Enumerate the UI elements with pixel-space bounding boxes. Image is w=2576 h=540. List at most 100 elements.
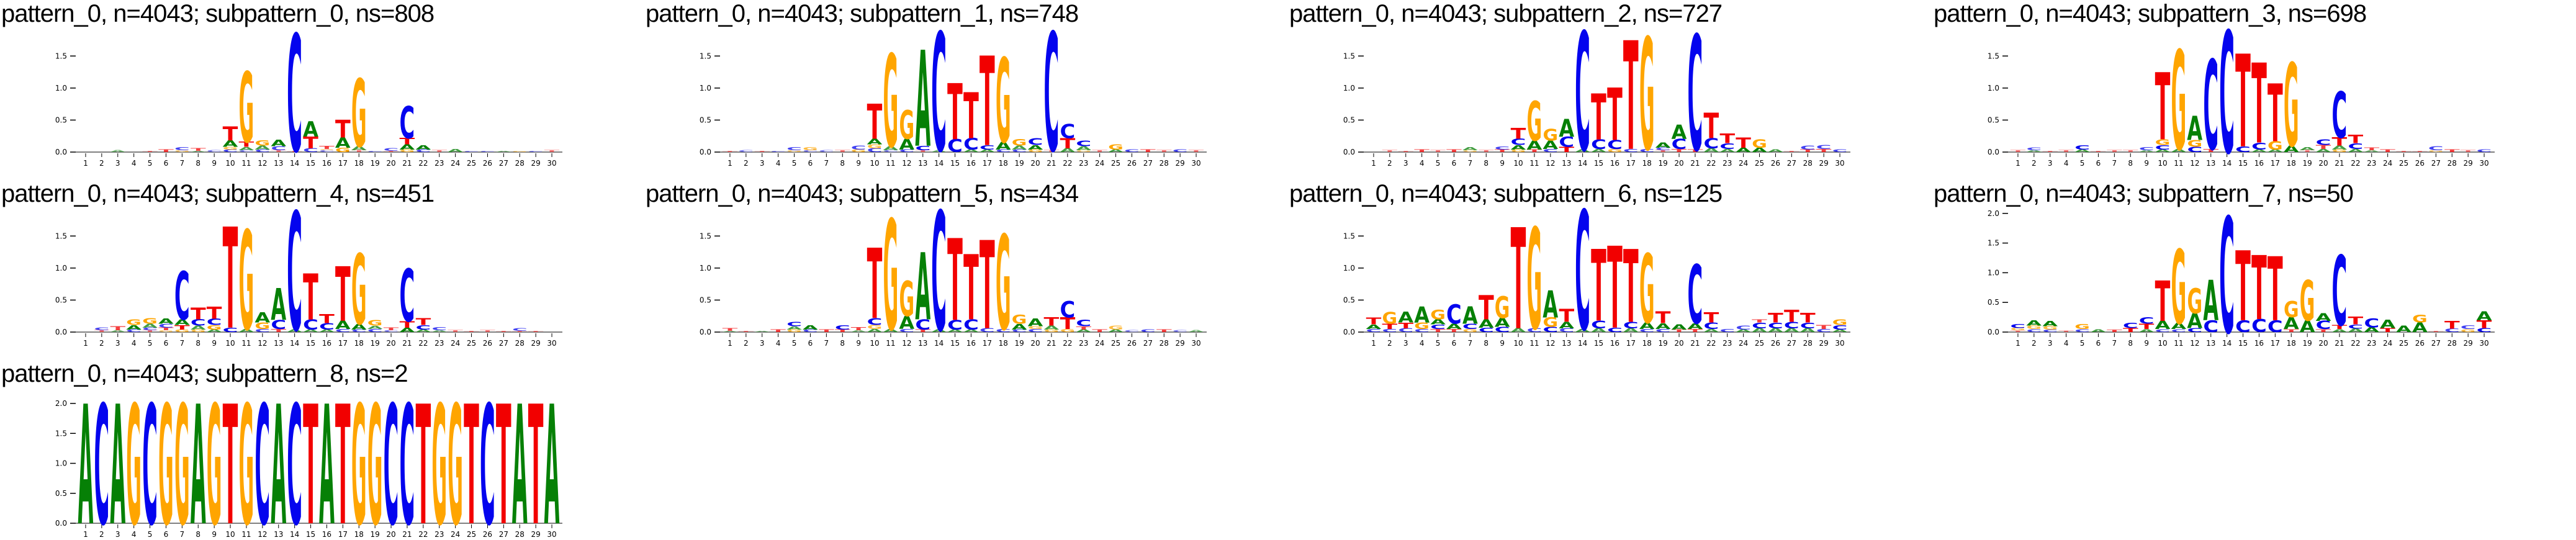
x-tick-label: 11 xyxy=(886,339,895,348)
subplot-title: pattern_0, n=4043; subpattern_3, ns=698 xyxy=(1934,0,2367,27)
logo-letter-G: G xyxy=(1028,326,1043,330)
logo-letter-T: T xyxy=(1736,135,1751,151)
logo-letter-G: G xyxy=(1752,137,1767,150)
x-tick-label: 22 xyxy=(1706,339,1716,348)
logo-letter-T: T xyxy=(980,31,995,174)
x-tick-label: 3 xyxy=(1403,339,1408,348)
logo-letter-C: C xyxy=(1366,328,1382,333)
x-tick-label: 28 xyxy=(2448,159,2457,168)
logo-letter-A: A xyxy=(2300,146,2315,151)
logo-letter-A: A xyxy=(899,136,914,153)
logo-letter-C: C xyxy=(239,150,254,153)
x-tick-label: 27 xyxy=(1143,159,1153,168)
logo-letter-A: A xyxy=(2139,150,2155,153)
logo-letter-T: T xyxy=(1092,150,1107,153)
logo-letter-T: T xyxy=(2251,238,2267,340)
logo-letter-A: A xyxy=(851,330,867,333)
logo-letter-C: C xyxy=(287,385,302,540)
x-tick-label: 3 xyxy=(115,339,120,348)
logo-letter-T: T xyxy=(1366,315,1382,326)
x-tick-label: 22 xyxy=(418,530,428,539)
x-tick-label: 25 xyxy=(2399,339,2408,348)
x-tick-label: 25 xyxy=(467,530,476,539)
logo-letter-A: A xyxy=(1028,144,1044,151)
y-tick-label: 0.5 xyxy=(700,115,711,124)
logo-letter-A: A xyxy=(754,331,770,333)
x-tick-label: 9 xyxy=(212,159,217,168)
logo-letter-C: C xyxy=(1511,137,1526,147)
x-tick-label: 30 xyxy=(547,530,556,539)
logo-letter-T: T xyxy=(496,330,511,332)
x-tick-label: 23 xyxy=(435,530,444,539)
x-tick-label: 14 xyxy=(1578,159,1587,168)
logo-letter-A: A xyxy=(2171,322,2187,331)
x-tick-label: 24 xyxy=(1739,159,1748,168)
logo-letter-A: A xyxy=(1012,322,1027,331)
logo-letter-T: T xyxy=(528,385,544,540)
logo-letter-C: C xyxy=(915,317,930,333)
logo-letter-T: T xyxy=(2155,271,2171,335)
logo-letter-T: T xyxy=(2332,324,2348,331)
logo-letter-T: T xyxy=(1060,315,1076,333)
y-tick-label: 0.5 xyxy=(1988,115,1999,124)
x-tick-label: 21 xyxy=(1047,159,1056,168)
x-tick-label: 5 xyxy=(792,159,797,168)
logo-letter-C: C xyxy=(2235,318,2251,336)
logo-letter-T: T xyxy=(915,150,930,153)
x-tick-label: 4 xyxy=(776,339,781,348)
logo-letter-A: A xyxy=(2332,145,2348,151)
logo-letter-C: C xyxy=(94,327,109,331)
logo-letter-G: G xyxy=(2042,325,2058,331)
logo-letter-T: T xyxy=(915,329,930,333)
logo-letter-T: T xyxy=(319,312,335,326)
x-tick-label: 16 xyxy=(2254,159,2264,168)
logo-letter-A: A xyxy=(2187,309,2202,333)
logo-letter-A: A xyxy=(2139,328,2155,333)
x-tick-label: 11 xyxy=(886,159,895,168)
logo-letter-T: T xyxy=(2380,327,2395,334)
x-tick-label: 17 xyxy=(2271,159,2280,168)
logo-letter-C: C xyxy=(2477,326,2492,333)
logo-letter-T: T xyxy=(1044,150,1060,153)
logo-letter-T: T xyxy=(464,330,479,332)
logo-letter-C: C xyxy=(867,147,883,153)
logo-letter-G: G xyxy=(158,330,174,333)
x-tick-label: 1 xyxy=(2015,339,2020,348)
logo-letter-C: C xyxy=(416,324,431,331)
logo-letter-A: A xyxy=(1655,141,1671,149)
x-tick-label: 27 xyxy=(499,530,508,539)
logo-letter-C: C xyxy=(2187,326,2202,333)
logo-letter-A: A xyxy=(963,149,979,153)
logo-letter-T: T xyxy=(158,149,174,153)
logo-letter-C: C xyxy=(1430,323,1446,331)
logo-letter-T: T xyxy=(835,150,850,153)
logo-letter-T: T xyxy=(319,145,335,150)
logo-letter-T: T xyxy=(2268,69,2283,161)
x-tick-label: 4 xyxy=(132,530,137,539)
logo-letter-C: C xyxy=(158,323,174,329)
logo-letter-T: T xyxy=(2348,315,2364,327)
logo-letter-A: A xyxy=(1559,115,1574,143)
logo-letter-C: C xyxy=(1768,321,1783,330)
x-tick-label: 22 xyxy=(418,159,428,168)
x-tick-label: 10 xyxy=(870,339,879,348)
x-tick-label: 27 xyxy=(1143,339,1153,348)
logo-letter-C: C xyxy=(1800,145,1816,151)
logo-letter-G: G xyxy=(1639,235,1655,345)
x-tick-label: 22 xyxy=(418,339,428,348)
logo-letter-T: T xyxy=(723,328,738,332)
logo-letter-G: G xyxy=(1076,150,1091,153)
x-tick-label: 27 xyxy=(2431,339,2441,348)
logo-letter-G: G xyxy=(1382,309,1397,328)
logo-letter-T: T xyxy=(239,141,255,149)
logo-letter-T: T xyxy=(1511,125,1526,142)
logo-letter-T: T xyxy=(2380,149,2395,153)
x-tick-label: 17 xyxy=(2271,339,2280,348)
logo-letter-G: G xyxy=(851,149,867,153)
logo-letter-A: A xyxy=(1784,327,1799,333)
logo-letter-A: A xyxy=(416,144,432,151)
x-tick-label: 23 xyxy=(1079,339,1088,348)
x-tick-label: 29 xyxy=(1819,159,1829,168)
logo-letter-C: C xyxy=(2316,138,2331,147)
x-tick-label: 1 xyxy=(83,530,88,539)
